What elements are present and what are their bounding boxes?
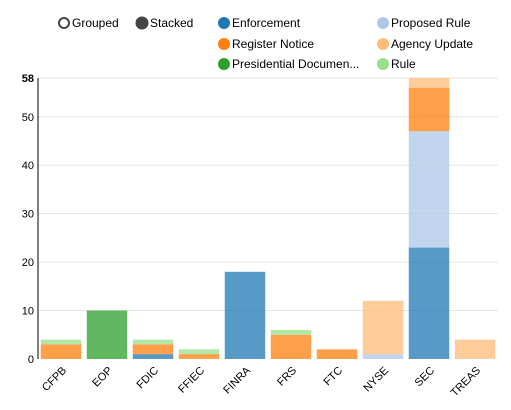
bar-finra-enforcement[interactable] (224, 271, 266, 359)
bar-ftc-register-notice[interactable] (316, 349, 358, 359)
legend-proposed-rule-swatch[interactable] (377, 17, 389, 29)
legend-proposed-rule-label: Proposed Rule (391, 16, 471, 30)
x-tick-label-ftc: FTC (322, 365, 346, 389)
bar-fdic-rule[interactable] (132, 339, 174, 345)
legend-register-notice-label: Register Notice (232, 37, 314, 51)
legend-enforcement-label: Enforcement (232, 16, 301, 30)
y-tick-label-40: 40 (22, 160, 34, 172)
legend-enforcement-swatch[interactable] (218, 17, 230, 29)
y-tick-label-30: 30 (22, 209, 34, 221)
legend-register-notice-swatch[interactable] (218, 38, 230, 50)
y-tick-label-20: 20 (22, 257, 34, 269)
x-tick-label-frs: FRS (275, 365, 299, 389)
y-tick-label-50: 50 (22, 112, 34, 124)
grouped-label: Grouped (72, 16, 119, 30)
legend-agency-update-label: Agency Update (391, 37, 473, 51)
x-tick-label-nyse: NYSE (361, 365, 391, 395)
x-tick-label-fdic: FDIC (134, 365, 161, 392)
x-tick-label-finra: FINRA (221, 364, 253, 396)
y-tick-label-0: 0 (28, 354, 34, 366)
legend-presidential-documen-label: Presidential Documen... (232, 57, 359, 71)
x-tick-label-eop: EOP (90, 365, 115, 390)
stacked-radio-icon[interactable] (135, 16, 149, 30)
bar-ffiec-register-notice[interactable] (178, 354, 220, 359)
legend-presidential-documen-swatch[interactable] (218, 58, 230, 70)
y-tick-label-10: 10 (22, 306, 34, 318)
bar-treas-agency-update[interactable] (454, 339, 496, 359)
bar-cfpb-register-notice[interactable] (40, 344, 82, 359)
bar-nyse-proposed-rule[interactable] (362, 354, 404, 359)
x-tick-label-sec: SEC (413, 365, 438, 390)
bar-sec-agency-update[interactable] (408, 78, 450, 88)
bar-nyse-agency-update[interactable] (362, 300, 404, 355)
bar-fdic-enforcement[interactable] (132, 354, 174, 359)
y-tick-label-58: 58 (22, 73, 34, 85)
bar-fdic-register-notice[interactable] (132, 344, 174, 355)
stacked-label: Stacked (150, 16, 193, 30)
legend-agency-update-swatch[interactable] (377, 38, 389, 50)
bar-frs-register-notice[interactable] (270, 334, 312, 359)
legend-rule-swatch[interactable] (377, 58, 389, 70)
bar-sec-proposed-rule[interactable] (408, 131, 450, 248)
bar-sec-register-notice[interactable] (408, 87, 450, 132)
x-tick-label-cfpb: CFPB (40, 365, 69, 394)
bar-ffiec-rule[interactable] (178, 349, 220, 355)
x-tick-label-ffiec: FFIEC (176, 365, 207, 396)
bar-frs-rule[interactable] (270, 329, 312, 335)
legend-rule-label: Rule (391, 57, 416, 71)
bar-sec-enforcement[interactable] (408, 247, 450, 359)
bar-cfpb-rule[interactable] (40, 339, 82, 345)
bar-eop-presidential-documen[interactable] (86, 310, 128, 359)
x-tick-label-treas: TREAS (449, 365, 483, 399)
grouped-radio-icon[interactable] (58, 17, 70, 29)
